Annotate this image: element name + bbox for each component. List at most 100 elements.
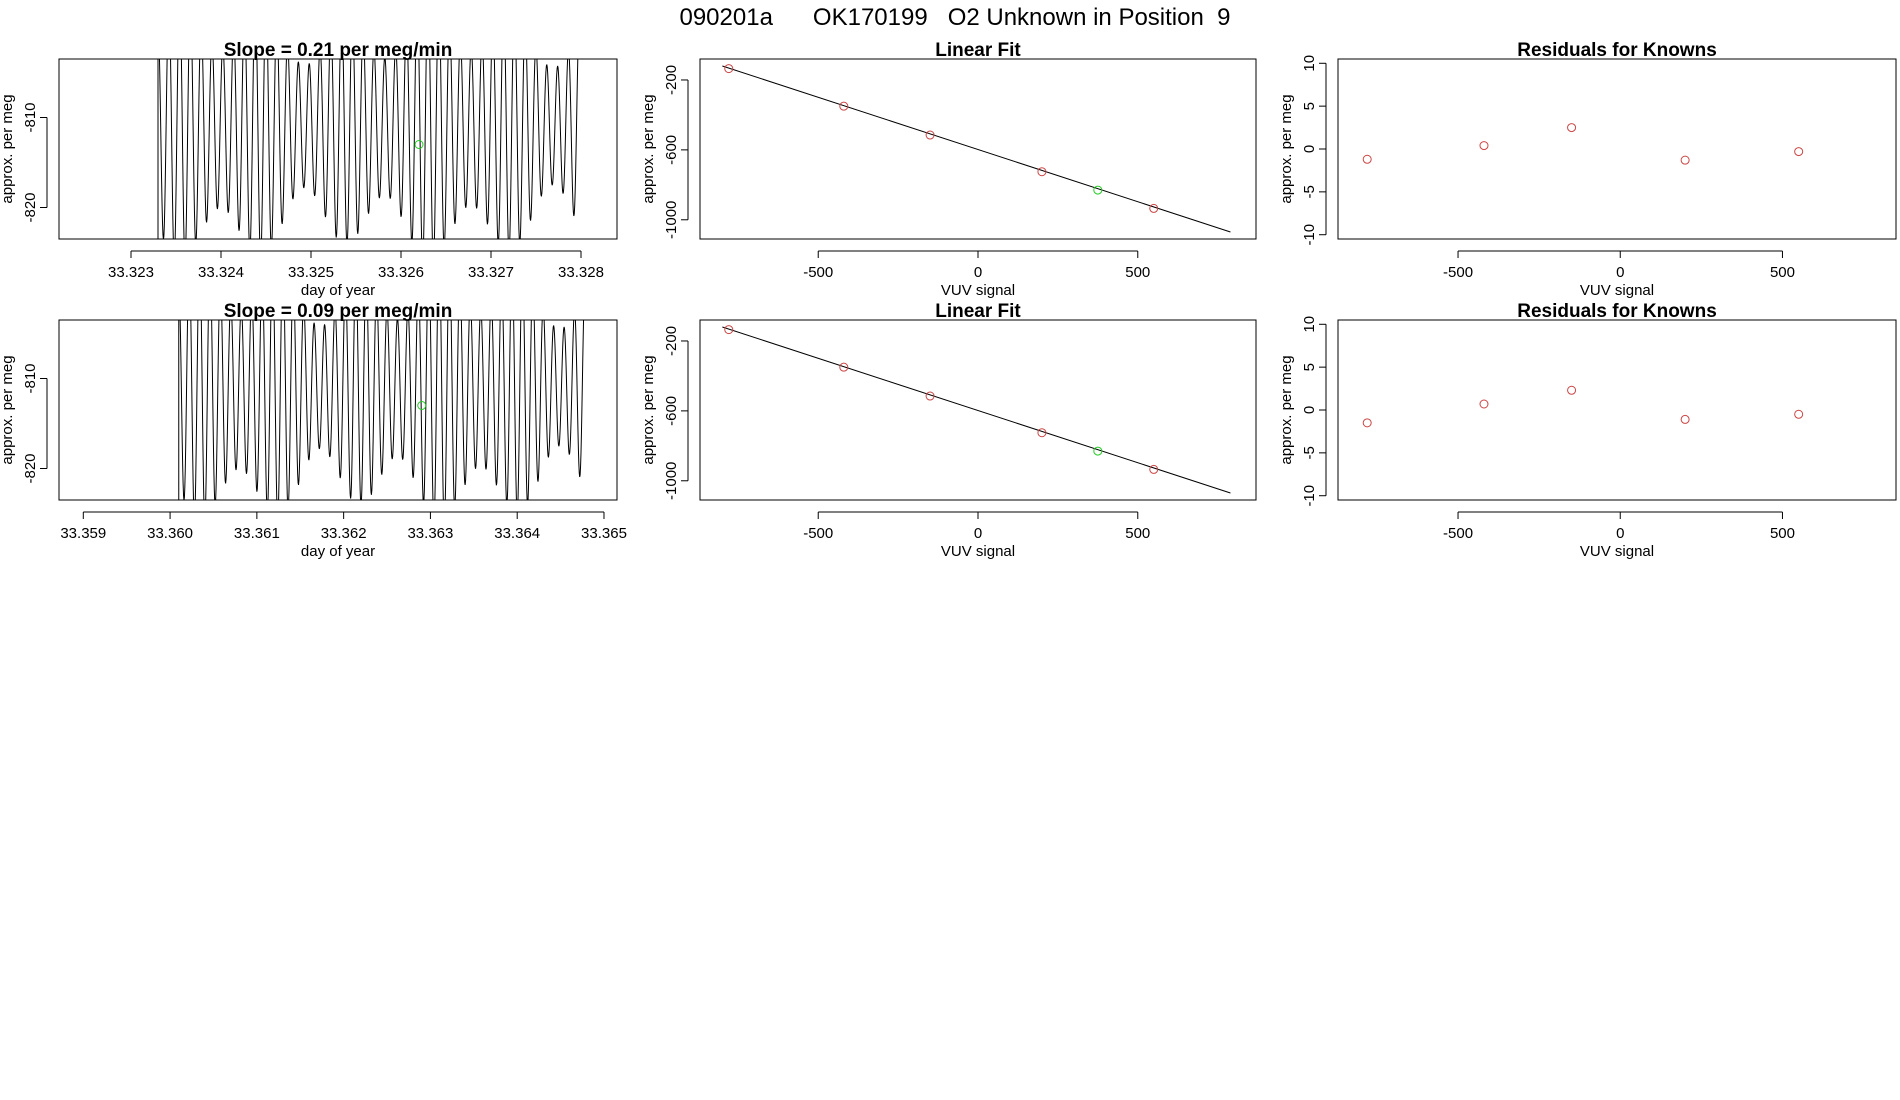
panel-title: Linear Fit xyxy=(935,40,1021,61)
plot-frame xyxy=(58,58,618,240)
panel-title: Linear Fit xyxy=(935,301,1021,322)
fit-row1-panel: Linear Fit -500 0 500 VUV signal -200 -600 -100… xyxy=(640,40,1257,299)
unknown-marker xyxy=(414,140,424,149)
residuals-row1-panel: Residuals for Knowns -500 0 500 VUV signal 10… xyxy=(1278,40,1897,299)
x-tick-label: 33.364 xyxy=(494,525,540,542)
x-tick-label: 33.362 xyxy=(321,525,367,542)
x-tick-label: 33.365 xyxy=(581,525,627,542)
x-tick-label: 500 xyxy=(1125,525,1150,542)
y-axis-label: approx. per meg xyxy=(1278,355,1295,464)
known-point xyxy=(724,64,734,74)
known-point xyxy=(1149,203,1159,213)
trace-line xyxy=(157,59,579,239)
x-tick-label: -500 xyxy=(803,525,833,542)
plot-frame xyxy=(699,319,1257,501)
y-tick-label: -820 xyxy=(22,192,39,222)
x-tick-label: 0 xyxy=(974,264,982,281)
x-tick-label: 500 xyxy=(1770,525,1795,542)
x-axis-label: VUV signal xyxy=(941,543,1015,560)
panel-title: Residuals for Knowns xyxy=(1517,40,1717,61)
x-tick-label: 0 xyxy=(1616,264,1624,281)
x-tick-label: 33.361 xyxy=(234,525,280,542)
x-axis-label: VUV signal xyxy=(1580,543,1654,560)
plot-area xyxy=(1362,385,1804,428)
plot-frame xyxy=(1337,319,1897,501)
y-tick-label: -1000 xyxy=(663,201,680,239)
y-tick-label: -5 xyxy=(1301,185,1318,198)
plot-area xyxy=(178,320,585,500)
y-tick-label: -5 xyxy=(1301,446,1318,459)
y-tick-label: 10 xyxy=(1301,55,1318,72)
x-tick-label: -500 xyxy=(1443,525,1473,542)
plot-area xyxy=(722,64,1231,233)
plot-area xyxy=(157,59,579,239)
y-tick-label: 0 xyxy=(1301,145,1318,153)
known-point xyxy=(839,362,849,372)
x-tick-label: 33.360 xyxy=(147,525,193,542)
y-tick-label: -600 xyxy=(663,135,680,165)
x-axis-label: VUV signal xyxy=(1580,282,1654,299)
plot-frame xyxy=(1337,58,1897,240)
trace-row1-panel: Slope = 0.21 per meg/min 33.323 33.324 33.3… xyxy=(0,40,618,299)
plot-area xyxy=(1362,123,1804,165)
known-point xyxy=(925,391,935,401)
y-tick-label: -10 xyxy=(1301,224,1318,246)
known-point xyxy=(1680,155,1690,165)
known-point xyxy=(1567,385,1577,395)
plot-frame xyxy=(58,319,618,501)
trace-line xyxy=(178,320,585,500)
y-axis-label: approx. per meg xyxy=(1278,94,1295,203)
fit-line xyxy=(722,326,1231,494)
x-tick-label: 500 xyxy=(1125,264,1150,281)
y-tick-label: 5 xyxy=(1301,102,1318,110)
x-tick-label: -500 xyxy=(1443,264,1473,281)
x-tick-label: 33.328 xyxy=(558,264,604,281)
y-tick-label: -810 xyxy=(22,363,39,393)
y-tick-label: -820 xyxy=(22,453,39,483)
plot-frame xyxy=(699,58,1257,240)
x-tick-label: -500 xyxy=(803,264,833,281)
panel-title: Residuals for Knowns xyxy=(1517,301,1717,322)
y-axis-label: approx. per meg xyxy=(640,355,657,464)
panel-title: Slope = 0.09 per meg/min xyxy=(224,301,453,322)
known-point xyxy=(724,325,734,335)
known-point xyxy=(925,130,935,140)
y-tick-label: -200 xyxy=(663,65,680,95)
known-point xyxy=(1037,428,1047,438)
panel-title: Slope = 0.21 per meg/min xyxy=(224,40,453,61)
y-tick-label: -200 xyxy=(663,326,680,356)
x-tick-label: 0 xyxy=(974,525,982,542)
y-tick-label: 0 xyxy=(1301,406,1318,414)
known-point xyxy=(1362,154,1372,164)
known-point xyxy=(1567,123,1577,133)
known-point xyxy=(1794,409,1804,419)
known-point xyxy=(1794,147,1804,157)
panels: Slope = 0.21 per meg/min 33.323 33.324 33.3… xyxy=(0,40,1897,560)
trace-row2-panel: Slope = 0.09 per meg/min 33.359 33.360 33.3… xyxy=(0,301,627,560)
fit-line xyxy=(722,65,1231,233)
known-point xyxy=(1362,418,1372,428)
known-point xyxy=(1479,399,1489,409)
x-axis-label: VUV signal xyxy=(941,282,1015,299)
x-tick-label: 500 xyxy=(1770,264,1795,281)
known-point xyxy=(1149,464,1159,474)
known-point xyxy=(1680,414,1690,424)
x-tick-label: 33.327 xyxy=(468,264,514,281)
unknown-point xyxy=(1093,185,1103,195)
y-tick-label: -10 xyxy=(1301,485,1318,507)
known-point xyxy=(1037,167,1047,177)
plot-area xyxy=(722,325,1231,494)
fit-row2-panel: Linear Fit -500 0 500 VUV signal -200 -600 -100… xyxy=(640,301,1257,560)
known-point xyxy=(1479,141,1489,151)
y-tick-label: -600 xyxy=(663,396,680,426)
x-tick-label: 33.363 xyxy=(407,525,453,542)
x-tick-label: 33.325 xyxy=(288,264,334,281)
x-tick-label: 0 xyxy=(1616,525,1624,542)
x-tick-label: 33.323 xyxy=(108,264,154,281)
y-tick-label: -1000 xyxy=(663,462,680,500)
residuals-row2-panel: Residuals for Knowns -500 0 500 VUV signal 10… xyxy=(1278,301,1897,560)
x-axis-label: day of year xyxy=(301,282,375,299)
y-tick-label: 10 xyxy=(1301,316,1318,333)
x-tick-label: 33.326 xyxy=(378,264,424,281)
